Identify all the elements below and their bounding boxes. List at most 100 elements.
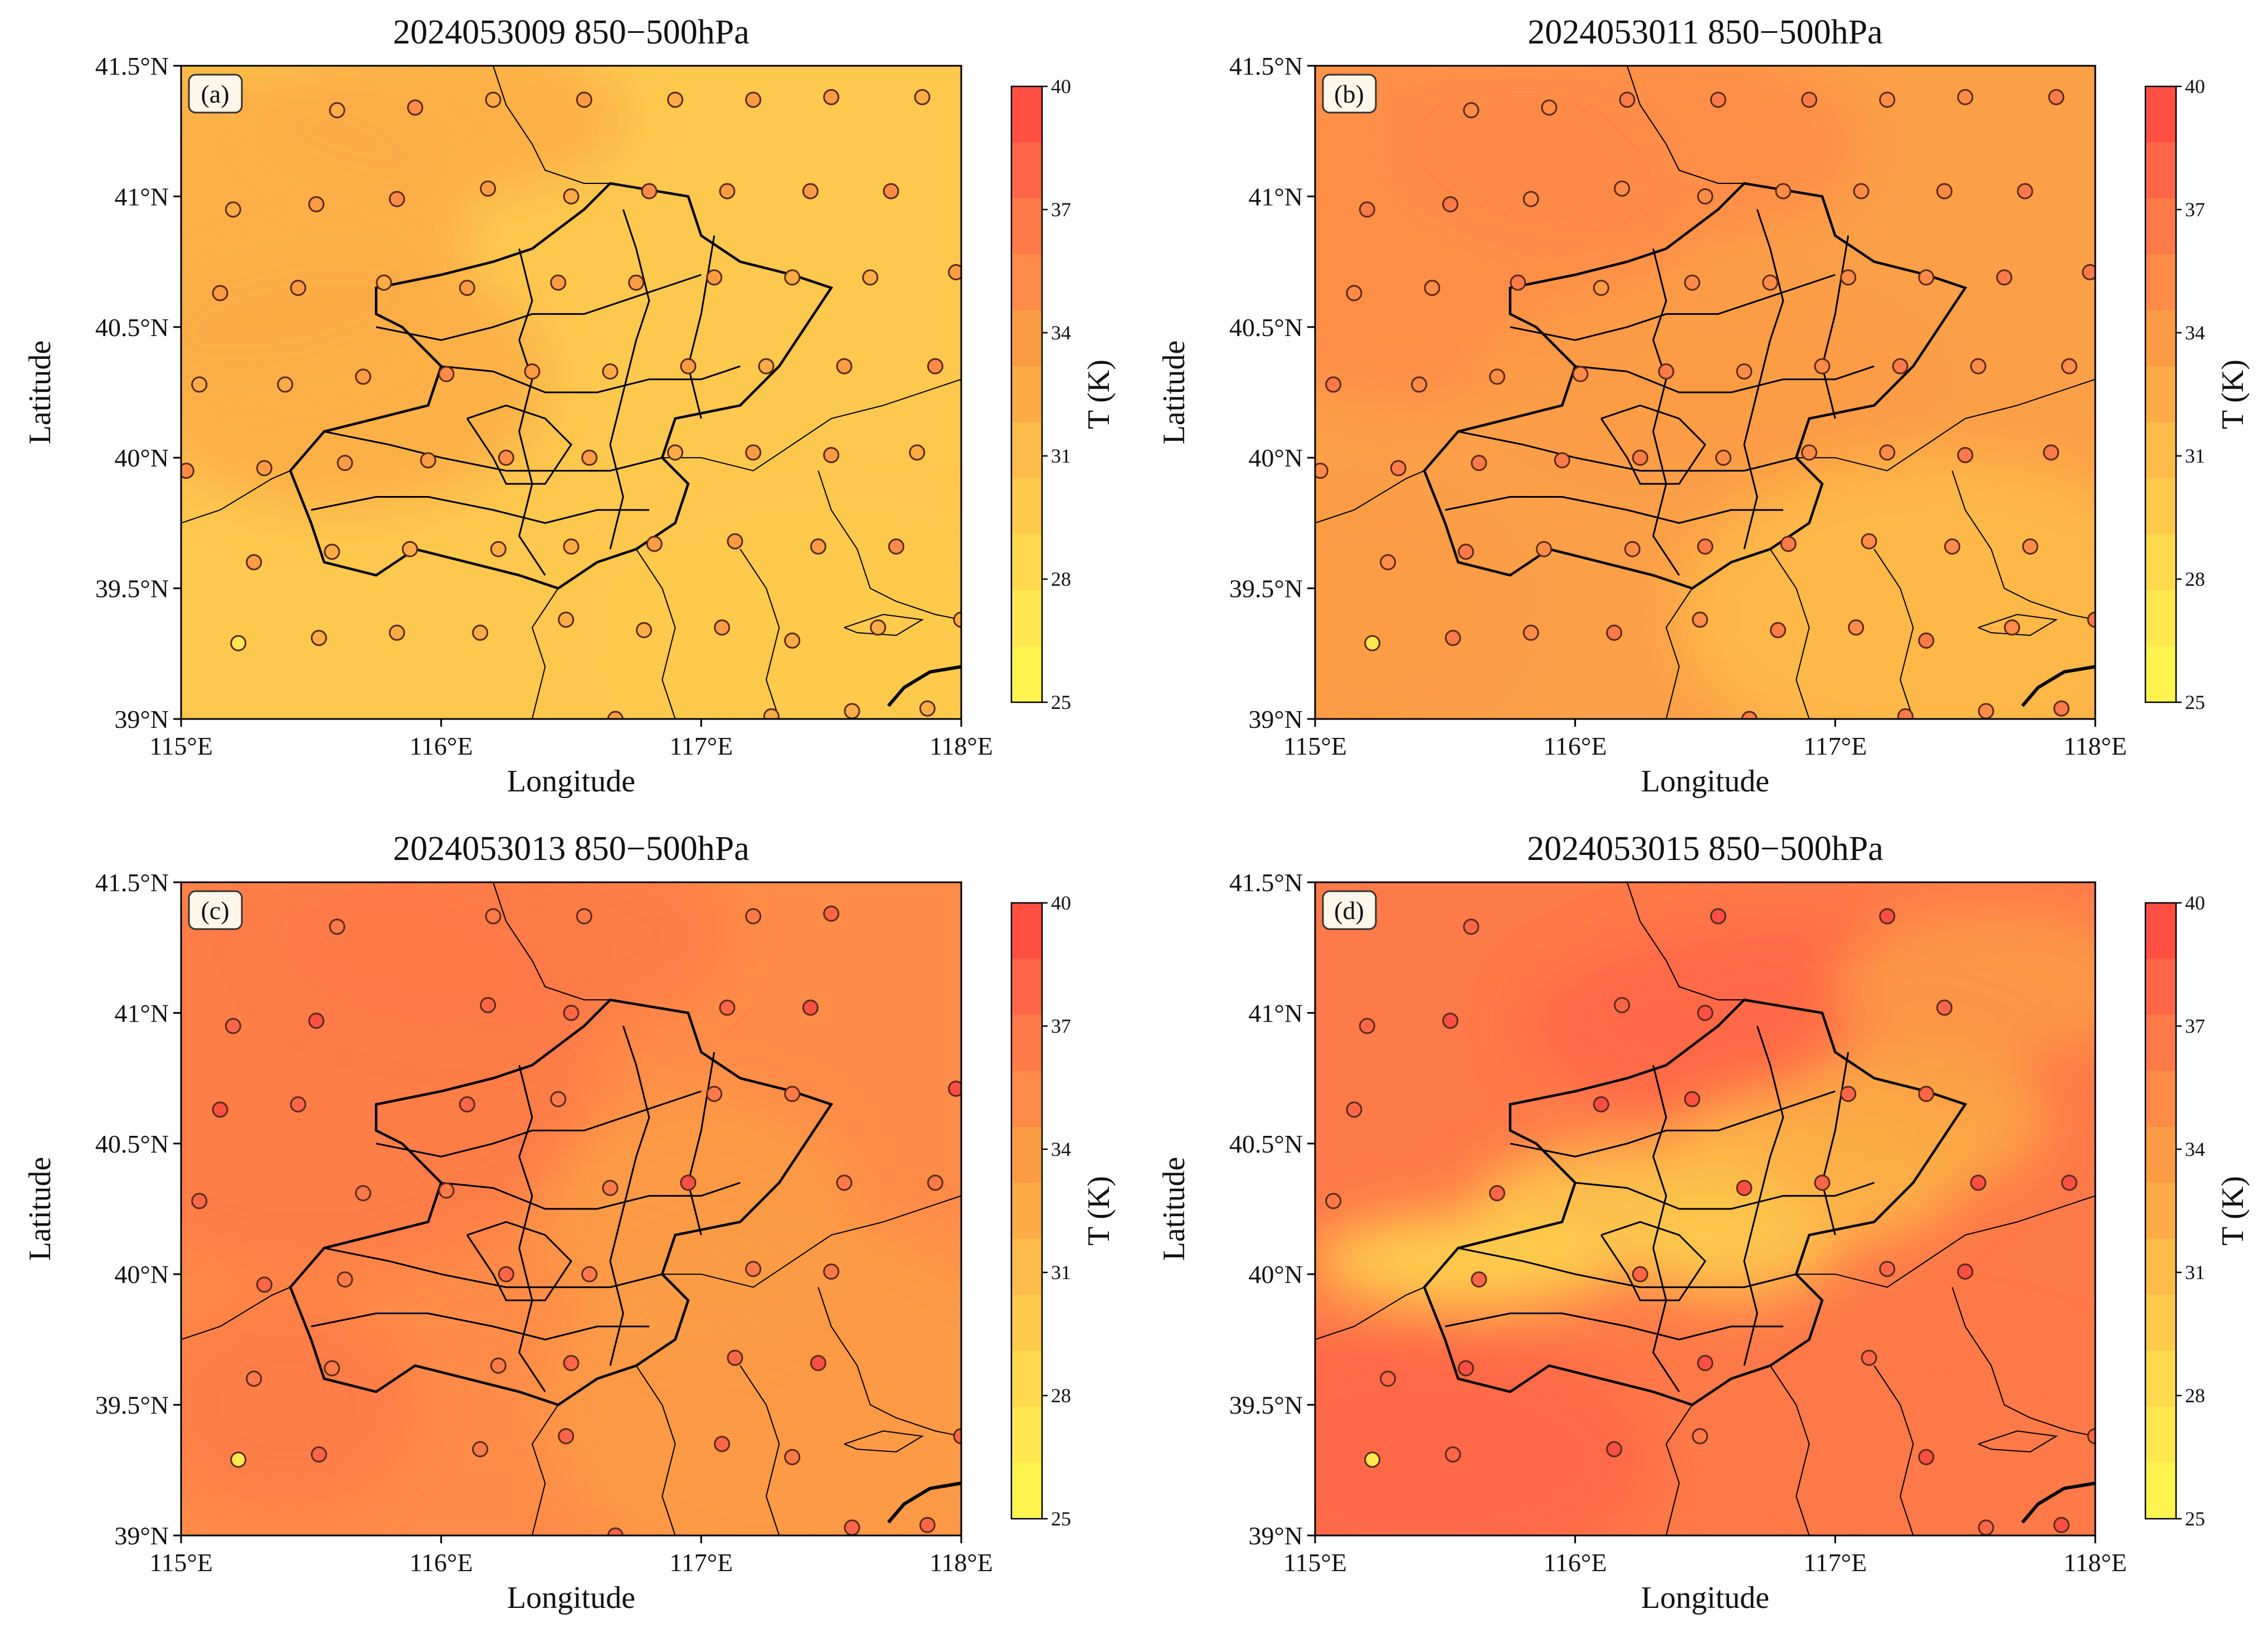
panel-title: 2024053013 850−500hPa — [393, 830, 749, 868]
colorbar: 40 37 34 31 28 25 — [2144, 892, 2205, 1530]
county-boundary — [1315, 1286, 1425, 1340]
station-marker — [256, 1276, 272, 1293]
colorbar-tick-label: 34 — [2185, 1138, 2205, 1160]
station-marker — [2004, 619, 2021, 636]
map-panel-a: 2024053009 850−500hPa (a) 115°E 116°E 117°E 1… — [0, 0, 1134, 816]
colorbar-step — [2145, 198, 2176, 255]
province-boundary — [289, 182, 834, 590]
y-tick-label: 40.5°N — [95, 1130, 169, 1158]
station-marker — [883, 183, 899, 200]
panel-tag: (d) — [1334, 896, 1364, 925]
station-marker — [1801, 444, 1818, 461]
y-tick-label: 39.5°N — [1229, 1391, 1303, 1420]
station-marker — [919, 1517, 936, 1533]
station-marker — [459, 279, 475, 296]
station-marker — [784, 1449, 801, 1465]
station-marker — [719, 999, 736, 1016]
station-marker — [870, 619, 887, 636]
station-marker — [1918, 269, 1935, 286]
colorbar-tick-label: 25 — [2185, 691, 2205, 713]
colorbar-tick-label: 34 — [1051, 1138, 1071, 1160]
station-marker — [1775, 183, 1792, 200]
county-boundary — [662, 378, 961, 472]
y-tick-label: 39°N — [114, 705, 169, 733]
station-marker — [636, 622, 653, 639]
station-marker — [844, 703, 860, 719]
station-marker — [2053, 700, 2070, 717]
colorbar-step — [2145, 1071, 2176, 1127]
county-boundary — [1873, 1365, 1914, 1535]
station-marker — [607, 711, 624, 719]
x-tick-label: 117°E — [1803, 1548, 1867, 1577]
x-axis-label: Longitude — [507, 1581, 635, 1615]
x-tick-label: 115°E — [149, 732, 213, 760]
x-tick-label: 117°E — [1803, 732, 1867, 760]
station-marker — [1970, 1174, 1987, 1191]
station-marker — [1632, 1266, 1648, 1282]
district-boundary — [1458, 1247, 1797, 1289]
colorbar-step — [1011, 422, 1042, 479]
colorbar-step — [2145, 534, 2176, 591]
colorbar-tick-label: 37 — [1051, 198, 1071, 221]
colorbar-tick-label: 31 — [2185, 1261, 2205, 1284]
county-boundary — [1665, 1404, 1693, 1535]
station-marker — [230, 1451, 247, 1468]
district-boundary — [311, 496, 649, 524]
temperature-field — [1315, 882, 2095, 1535]
station-marker — [1522, 191, 1539, 207]
station-marker — [581, 1266, 598, 1282]
station-marker — [714, 1436, 731, 1452]
county-boundary — [493, 66, 610, 184]
colorbar-step — [1011, 1350, 1042, 1408]
station-marker — [1710, 91, 1726, 108]
panel-tag-box — [1322, 74, 1377, 114]
district-boundary — [1510, 1090, 1836, 1158]
panel-title: 2024053011 850−500hPa — [1527, 13, 1882, 51]
district-boundary — [1743, 1026, 1784, 1366]
station-marker — [758, 358, 775, 375]
station-marker — [844, 1519, 860, 1535]
colorbar-step — [1011, 1071, 1042, 1127]
district-boundary — [1652, 1065, 1680, 1393]
x-tick-label: 116°E — [410, 1548, 473, 1577]
station-marker — [628, 274, 645, 291]
station-marker — [1684, 1091, 1701, 1107]
colorbar-tick-label: 25 — [1051, 691, 1071, 713]
field-blob — [1471, 275, 1939, 484]
field-anomalies — [181, 66, 961, 719]
station-marker — [1380, 554, 1396, 571]
panel-tag: (c) — [201, 896, 229, 925]
y-tick-label: 39.5°N — [95, 575, 169, 603]
station-marker — [563, 188, 580, 205]
stations — [181, 89, 961, 719]
station-marker — [1554, 452, 1570, 469]
colorbar-step — [1011, 1238, 1042, 1296]
district-boundary — [518, 248, 546, 576]
colorbar-label: T (K) — [1082, 359, 1116, 429]
colorbar-step — [1011, 310, 1042, 367]
panel-tag: (b) — [1334, 80, 1364, 108]
station-marker — [1897, 708, 1914, 719]
station-marker — [277, 376, 294, 393]
colorbar: 40 37 34 31 28 25 — [1010, 75, 1071, 713]
station-marker — [498, 1266, 514, 1282]
colorbar-tick-label: 25 — [1051, 1508, 1071, 1530]
district-boundary — [518, 1065, 546, 1393]
station-marker — [1315, 463, 1328, 479]
district-boundary — [324, 430, 663, 472]
station-marker — [563, 1355, 580, 1372]
station-marker — [1710, 908, 1726, 925]
county-boundary — [181, 1286, 291, 1340]
county-boundary — [1978, 614, 2058, 636]
x-tick-label: 115°E — [1283, 732, 1347, 760]
x-tick-label: 116°E — [1544, 1548, 1607, 1577]
station-marker — [1957, 89, 1974, 105]
station-marker — [1918, 1449, 1935, 1465]
colorbar-tick-label: 34 — [1051, 322, 1071, 344]
district-boundary — [1445, 496, 1783, 524]
field-anomalies — [1315, 66, 2095, 719]
station-marker — [2048, 89, 2065, 105]
y-tick-label: 40.5°N — [95, 313, 169, 342]
colorbar-tick-label: 40 — [1051, 75, 1071, 98]
field-blob — [1679, 458, 2095, 719]
